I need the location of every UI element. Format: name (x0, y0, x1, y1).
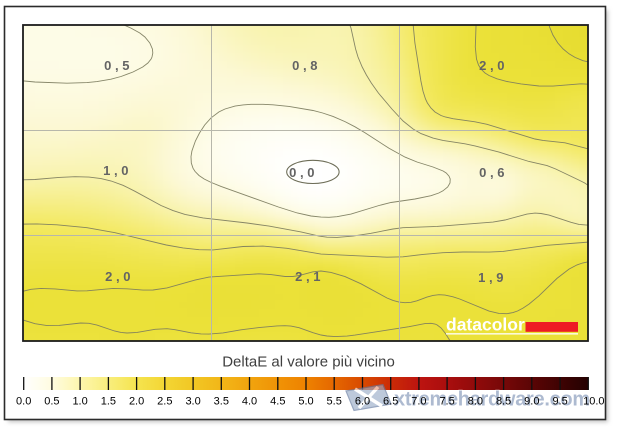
svg-text:6.0: 6.0 (355, 396, 370, 408)
svg-text:0,8: 0,8 (292, 58, 321, 73)
svg-text:5.0: 5.0 (298, 396, 313, 408)
svg-text:1,0: 1,0 (103, 163, 132, 178)
svg-text:10.0: 10.0 (583, 396, 604, 408)
svg-text:0.0: 0.0 (16, 396, 31, 408)
svg-text:xtremehardware.com: xtremehardware.com (394, 389, 590, 411)
svg-text:4.5: 4.5 (270, 396, 285, 408)
svg-text:7.0: 7.0 (411, 396, 426, 408)
svg-text:6.5: 6.5 (383, 396, 398, 408)
svg-text:2.5: 2.5 (157, 396, 172, 408)
svg-text:datacolor: datacolor (446, 315, 525, 335)
svg-text:0,5: 0,5 (104, 58, 133, 73)
svg-text:2,0: 2,0 (479, 58, 508, 73)
svg-text:1.0: 1.0 (72, 396, 87, 408)
svg-text:0,6: 0,6 (479, 165, 508, 180)
svg-text:2,0: 2,0 (105, 269, 134, 284)
svg-text:4.0: 4.0 (242, 396, 257, 408)
svg-text:5.5: 5.5 (327, 396, 342, 408)
svg-text:0,0: 0,0 (289, 165, 318, 180)
svg-text:0.5: 0.5 (44, 396, 59, 408)
svg-text:1,9: 1,9 (478, 270, 507, 285)
svg-text:9.5: 9.5 (552, 396, 567, 408)
svg-text:8.0: 8.0 (468, 396, 483, 408)
svg-text:9.0: 9.0 (524, 396, 539, 408)
svg-text:DeltaE al valore più vicino: DeltaE al valore più vicino (222, 354, 395, 371)
svg-text:2,1: 2,1 (295, 269, 324, 284)
svg-text:2.0: 2.0 (129, 396, 144, 408)
svg-text:1.5: 1.5 (101, 396, 116, 408)
svg-text:3.5: 3.5 (214, 396, 229, 408)
svg-text:3.0: 3.0 (185, 396, 200, 408)
svg-text:8.5: 8.5 (496, 396, 511, 408)
svg-text:7.5: 7.5 (439, 396, 454, 408)
